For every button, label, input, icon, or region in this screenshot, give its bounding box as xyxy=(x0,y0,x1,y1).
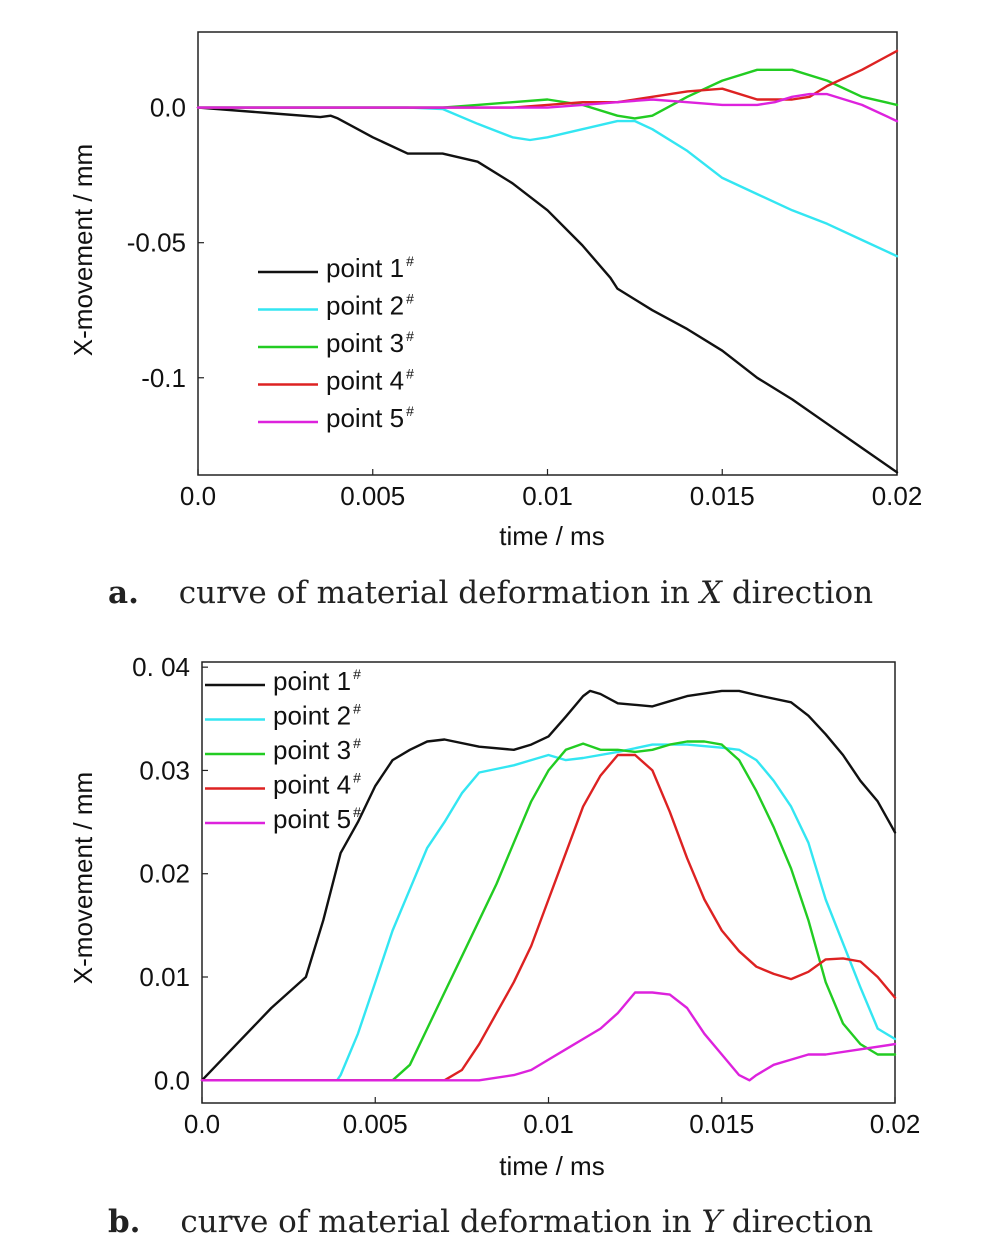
chart-b-legend-label-point-4: point 4 # xyxy=(273,770,361,800)
chart-a-xlabel: time / ms xyxy=(499,521,604,551)
chart-b-xtick-label: 0.005 xyxy=(343,1109,408,1139)
chart-a-caption-letter: a. xyxy=(108,575,139,611)
chart-a-caption-var: X xyxy=(698,575,724,611)
chart-a-caption: a. curve of material deformation in X di… xyxy=(108,575,873,611)
chart-a-xtick-label: 0.0 xyxy=(180,481,216,511)
chart-a-legend-sup: # xyxy=(406,253,414,269)
chart-b-ytick-label: 0. 04 xyxy=(132,652,190,682)
chart-a: 0.0 0.005 0.01 0.015 0.02 0.0 -0.05 -0.1 point … xyxy=(68,31,923,611)
chart-b-legend-name: point 4 xyxy=(273,770,351,800)
chart-a-legend-name: point 3 xyxy=(326,328,404,358)
chart-b-legend-sup: # xyxy=(353,804,361,820)
chart-b: 0.0 0.005 0.01 0.015 0.02 0.0 0.01 0.02 0.03 0. 0… xyxy=(68,652,920,1240)
chart-a-legend-label-point-2: point 2 # xyxy=(326,291,414,321)
chart-b-series-point-3-line xyxy=(200,740,897,1082)
chart-a-series-point-1-line xyxy=(196,106,899,474)
chart-b-series-point-2-line xyxy=(200,743,897,1082)
chart-a-xtick-label: 0.005 xyxy=(340,481,405,511)
chart-b-caption-tail: direction xyxy=(732,1204,873,1240)
chart-b-series-point-4-line xyxy=(200,753,897,1082)
chart-a-ytick-label: -0.05 xyxy=(127,228,186,258)
chart-b-caption-letter: b. xyxy=(108,1204,140,1240)
chart-a-caption-tail: direction xyxy=(732,575,873,611)
chart-b-ytick-label: 0.01 xyxy=(139,962,190,992)
chart-a-ylabel: X-movement / mm xyxy=(68,144,98,356)
chart-b-xlabel: time / ms xyxy=(499,1151,604,1181)
chart-b-legend-name: point 2 xyxy=(273,701,351,731)
chart-a-series-point-2-line xyxy=(196,106,899,258)
chart-b-ytick-label: 0.03 xyxy=(139,755,190,785)
chart-a-legend-sup: # xyxy=(406,366,414,382)
chart-b-legend-name: point 5 xyxy=(273,804,351,834)
chart-b-legend-sup: # xyxy=(353,666,361,682)
chart-b-legend-label-point-2: point 2 # xyxy=(273,701,361,731)
chart-a-legend-label-point-3: point 3 # xyxy=(326,328,414,358)
chart-b-xtick-label: 0.015 xyxy=(689,1109,754,1139)
chart-b-legend-sup: # xyxy=(353,701,361,717)
chart-a-xtick-label: 0.02 xyxy=(872,481,923,511)
chart-a-legend-sup: # xyxy=(406,328,414,344)
chart-b-ytick-label: 0.02 xyxy=(139,859,190,889)
chart-a-legend-label-point-1: point 1 # xyxy=(326,253,414,283)
chart-b-xtick-label: 0.02 xyxy=(870,1109,921,1139)
chart-b-legend-label-point-3: point 3 # xyxy=(273,735,361,765)
chart-a-xtick-label: 0.015 xyxy=(690,481,755,511)
chart-a-legend-label-point-5: point 5 # xyxy=(326,403,414,433)
chart-b-legend-name: point 1 xyxy=(273,666,351,696)
chart-a-ytick-label: -0.1 xyxy=(141,363,186,393)
chart-b-series-point-1-line xyxy=(200,689,897,1082)
chart-a-xtick-label: 0.01 xyxy=(522,481,573,511)
chart-a-legend-sup: # xyxy=(406,291,414,307)
chart-a-series-point-5-line xyxy=(196,92,899,123)
chart-a-series-point-3-line xyxy=(196,68,899,120)
chart-b-legend-label-point-1: point 1 # xyxy=(273,666,361,696)
chart-a-legend-label-point-4: point 4 # xyxy=(326,366,414,396)
chart-b-xtick-label: 0.01 xyxy=(523,1109,574,1139)
chart-b-caption: b. curve of material deformation in Y di… xyxy=(108,1204,873,1240)
chart-b-ylabel: X-movement / mm xyxy=(68,772,98,984)
chart-a-ytick-label: 0.0 xyxy=(150,93,186,123)
chart-b-xtick-label: 0.0 xyxy=(184,1109,220,1139)
chart-a-legend-sup: # xyxy=(406,403,414,419)
chart-b-legend-label-point-5: point 5 # xyxy=(273,804,361,834)
chart-b-ytick-label: 0.0 xyxy=(154,1065,190,1095)
chart-a-legend-name: point 2 xyxy=(326,291,404,321)
chart-a-legend-name: point 5 xyxy=(326,403,404,433)
chart-b-caption-text: curve of material deformation in xyxy=(180,1204,701,1240)
chart-b-series-point-5-line xyxy=(200,991,897,1082)
chart-a-legend-name: point 1 xyxy=(326,253,404,283)
chart-a-caption-text: curve of material deformation in xyxy=(179,575,700,611)
chart-b-legend-name: point 3 xyxy=(273,735,351,765)
chart-a-legend-name: point 4 xyxy=(326,366,404,396)
chart-b-legend-sup: # xyxy=(353,735,361,751)
chart-b-caption-var: Y xyxy=(701,1204,724,1240)
chart-b-legend-sup: # xyxy=(353,770,361,786)
